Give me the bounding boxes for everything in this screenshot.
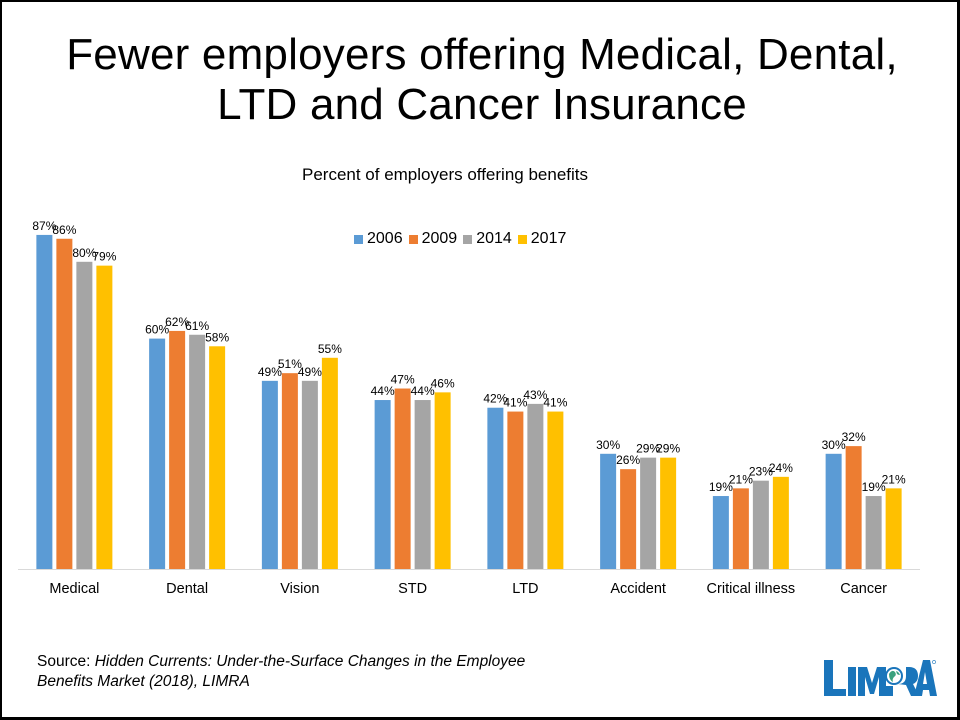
bar-vision-2006 [261, 380, 278, 569]
data-label: 21% [882, 472, 906, 486]
bar-dental-2014 [189, 334, 206, 569]
legend-label: 2017 [530, 230, 567, 247]
data-label: 51% [278, 357, 302, 371]
source-title-line-1: Hidden Currents: Under-the-Surface Chang… [94, 653, 526, 670]
legend-swatch [517, 234, 527, 244]
x-tick-label: Cancer [840, 581, 887, 597]
bar-medical-2006 [36, 234, 53, 570]
data-label: 32% [842, 430, 866, 444]
bar-std-2017 [434, 392, 451, 569]
slide-title: Fewer employers offering Medical, Dental… [2, 30, 957, 130]
bar-dental-2017 [209, 346, 226, 569]
bar-medical-2017 [96, 265, 113, 569]
bar-accident-2017 [660, 457, 677, 569]
bar-vision-2014 [301, 380, 318, 569]
limra-logo [824, 660, 937, 696]
bar-accident-2006 [600, 453, 617, 569]
x-tick-label: STD [398, 581, 427, 597]
bar-cancer-2017 [885, 488, 902, 569]
source-note: Source: Hidden Currents: Under-the-Surfa… [37, 652, 525, 692]
legend-item-2014: 2014 [463, 230, 512, 248]
data-label: 55% [318, 342, 342, 356]
legend-label: 2014 [476, 230, 512, 247]
legend-label: 2009 [421, 230, 458, 247]
source-title-line-2: Benefits Market (2018), LIMRA [37, 673, 250, 690]
data-label: 43% [523, 388, 547, 402]
x-tick-label: Medical [49, 581, 99, 597]
data-label: 86% [52, 223, 76, 237]
data-label: 87% [32, 219, 56, 233]
limra-logo-mark [824, 660, 937, 696]
data-label: 79% [92, 250, 116, 264]
bar-cancer-2014 [865, 496, 882, 569]
source-prefix: Source: [37, 653, 95, 670]
data-label: 30% [596, 438, 620, 452]
legend-item-2006: 2006 [354, 230, 403, 248]
bar-dental-2009 [169, 330, 186, 569]
data-label: 46% [431, 376, 455, 390]
data-label: 29% [656, 442, 680, 456]
bar-std-2009 [394, 388, 411, 569]
data-label: 19% [862, 480, 886, 494]
data-label: 21% [729, 472, 753, 486]
bar-critical-illness-2014 [752, 480, 769, 569]
data-label: 47% [391, 373, 415, 387]
x-tick-label: Dental [166, 581, 208, 597]
legend-item-2009: 2009 [408, 230, 458, 248]
data-label: 44% [371, 384, 395, 398]
bar-critical-illness-2009 [732, 488, 749, 569]
title-line-1: Fewer employers offering Medical, Dental… [66, 30, 898, 79]
data-label: 58% [205, 330, 229, 344]
bar-ltd-2017 [547, 411, 564, 569]
x-tick-label: LTD [512, 581, 538, 597]
data-label: 80% [72, 246, 96, 260]
data-label: 62% [165, 315, 189, 329]
bar-dental-2006 [149, 338, 166, 569]
data-label: 44% [411, 384, 435, 398]
data-label: 41% [503, 396, 527, 410]
bar-std-2006 [374, 400, 391, 569]
data-label: 60% [145, 323, 169, 337]
bar-ltd-2006 [487, 407, 504, 569]
x-tick-label: Accident [610, 581, 666, 597]
chart-title: Percent of employers offering benefits [301, 165, 588, 184]
data-label: 42% [483, 392, 507, 406]
bar-critical-illness-2017 [772, 476, 789, 569]
bar-cancer-2009 [845, 446, 862, 569]
title-line-2: LTD and Cancer Insurance [217, 80, 747, 129]
bar-ltd-2014 [527, 403, 544, 569]
data-label: 24% [769, 461, 793, 475]
data-label: 19% [709, 480, 733, 494]
bar-vision-2009 [281, 373, 298, 569]
legend-swatch [354, 234, 363, 244]
data-label: 23% [749, 465, 773, 479]
bar-std-2014 [414, 400, 431, 569]
bar-vision-2017 [321, 357, 338, 569]
chart-legend: 2006 2009 2014 2017 [354, 229, 572, 249]
data-label: 49% [258, 365, 282, 379]
data-label: 29% [636, 442, 660, 456]
bar-ltd-2009 [507, 411, 524, 569]
x-tick-label: Vision [280, 581, 319, 597]
data-label: 26% [616, 453, 640, 467]
x-tick-label: Critical illness [707, 581, 796, 597]
bar-accident-2009 [620, 469, 637, 569]
bar-medical-2014 [76, 261, 93, 569]
data-label: 61% [185, 319, 209, 333]
legend-item-2017: 2017 [517, 230, 567, 248]
bar-accident-2014 [640, 457, 657, 569]
data-label: 41% [543, 396, 567, 410]
legend-label: 2006 [367, 230, 403, 247]
data-label: 30% [822, 438, 846, 452]
bar-critical-illness-2006 [712, 496, 729, 569]
legend-swatch [463, 234, 473, 244]
bar-medical-2009 [56, 238, 73, 569]
data-label: 49% [298, 365, 322, 379]
legend-swatch [408, 234, 418, 244]
bar-cancer-2006 [825, 453, 842, 569]
